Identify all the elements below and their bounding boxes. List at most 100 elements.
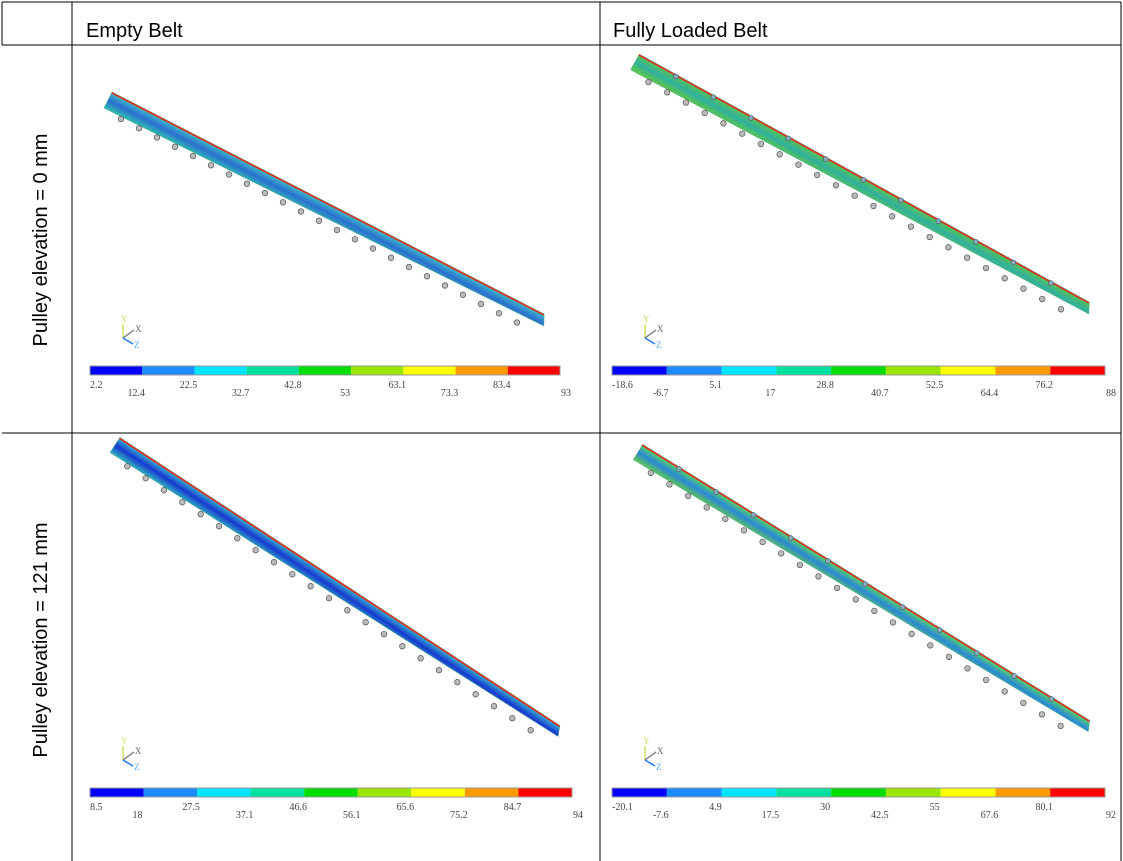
- legend-label: 76.2: [1035, 380, 1053, 391]
- legend-label: 12.4: [127, 388, 145, 399]
- triad-axis: [644, 759, 656, 767]
- idler: [189, 152, 197, 160]
- idler: [454, 679, 461, 686]
- triad-axis: [122, 751, 135, 761]
- idler: [179, 499, 186, 506]
- idler: [417, 655, 424, 662]
- column-header: Empty Belt: [86, 20, 183, 42]
- colorbar-segment: [666, 788, 722, 797]
- idler: [785, 135, 792, 142]
- legend-label: 30: [820, 802, 830, 813]
- legend-label: 42.8: [284, 380, 302, 391]
- idler: [1048, 696, 1055, 702]
- legend-label: 94: [573, 810, 583, 821]
- idler: [117, 115, 125, 123]
- idler: [964, 254, 971, 261]
- idler: [234, 535, 241, 542]
- idler: [171, 143, 179, 150]
- triad-label: Z: [656, 340, 662, 350]
- triad-axis: [122, 337, 134, 345]
- legend-label: 22.5: [180, 380, 198, 391]
- idler: [1001, 275, 1008, 282]
- idler: [710, 94, 717, 101]
- idler: [862, 581, 868, 587]
- legend-label: 5.1: [709, 380, 722, 391]
- idler: [814, 171, 821, 179]
- colorbar-frame: [89, 787, 573, 798]
- idler: [135, 125, 143, 132]
- idler: [739, 130, 746, 137]
- legend-label: 73.3: [441, 388, 459, 399]
- row-label: Pulley elevation = 0 mm: [30, 134, 52, 347]
- belt-contour: [630, 53, 1090, 315]
- idler: [647, 469, 654, 477]
- idler: [297, 208, 305, 215]
- idler: [405, 263, 413, 271]
- idler: [380, 631, 388, 638]
- idler: [713, 489, 719, 495]
- triad-label: Z: [134, 762, 140, 772]
- idler: [399, 643, 406, 650]
- idler: [778, 550, 785, 557]
- idler: [1039, 295, 1046, 303]
- colorbar-segment: [940, 788, 996, 797]
- colorbar-segment: [940, 366, 996, 375]
- idler: [261, 189, 269, 197]
- idler: [1020, 699, 1027, 707]
- colorbar-segment: [612, 366, 667, 375]
- colorbar-segment: [411, 788, 465, 797]
- idler: [870, 202, 877, 210]
- idler: [289, 571, 296, 578]
- legend-label: 2.2: [90, 380, 103, 391]
- colorbar-segment: [90, 788, 144, 797]
- idler: [1011, 673, 1017, 679]
- belt-edge: [111, 92, 544, 316]
- idler: [673, 73, 679, 80]
- idler: [477, 300, 485, 308]
- colorbar-segment: [143, 788, 198, 797]
- idler: [142, 475, 149, 482]
- colorbar-frame: [611, 365, 1106, 376]
- triad-axis: [122, 329, 135, 339]
- idler: [307, 583, 314, 590]
- legend-label: 46.6: [289, 802, 307, 813]
- triad-label: Y: [643, 736, 650, 746]
- idler: [964, 665, 971, 672]
- idler: [495, 310, 503, 317]
- idler: [369, 245, 377, 252]
- colorbar-segment: [666, 366, 722, 375]
- idler: [871, 607, 878, 615]
- colorbar-segment: [403, 366, 456, 375]
- colorbar-segment: [507, 366, 560, 375]
- colorbar-segment: [885, 366, 941, 375]
- legend-label: 4.9: [709, 802, 722, 813]
- idler: [666, 481, 673, 488]
- idler: [315, 217, 323, 224]
- idler: [490, 703, 498, 710]
- belt-edge: [118, 437, 560, 727]
- idler: [1001, 688, 1008, 695]
- idler: [889, 213, 896, 220]
- idler: [945, 653, 952, 661]
- legend-label: 64.4: [981, 388, 999, 399]
- colorbar-segment: [721, 788, 777, 797]
- belt-contour: [103, 91, 545, 327]
- idler: [815, 573, 822, 580]
- colorbar-segment: [1050, 788, 1105, 797]
- idler: [682, 99, 690, 106]
- idler: [796, 561, 803, 569]
- idler: [472, 691, 479, 698]
- idler: [759, 538, 766, 546]
- idler: [907, 223, 915, 230]
- idler: [527, 727, 534, 734]
- idler: [936, 627, 943, 633]
- idler: [664, 89, 671, 96]
- idler: [676, 466, 682, 472]
- idler: [124, 463, 131, 470]
- legend-label: 17: [765, 388, 775, 399]
- idler: [982, 676, 990, 684]
- legend-label: 37.1: [236, 810, 254, 821]
- idler: [757, 140, 765, 148]
- triad-label: Z: [134, 340, 140, 350]
